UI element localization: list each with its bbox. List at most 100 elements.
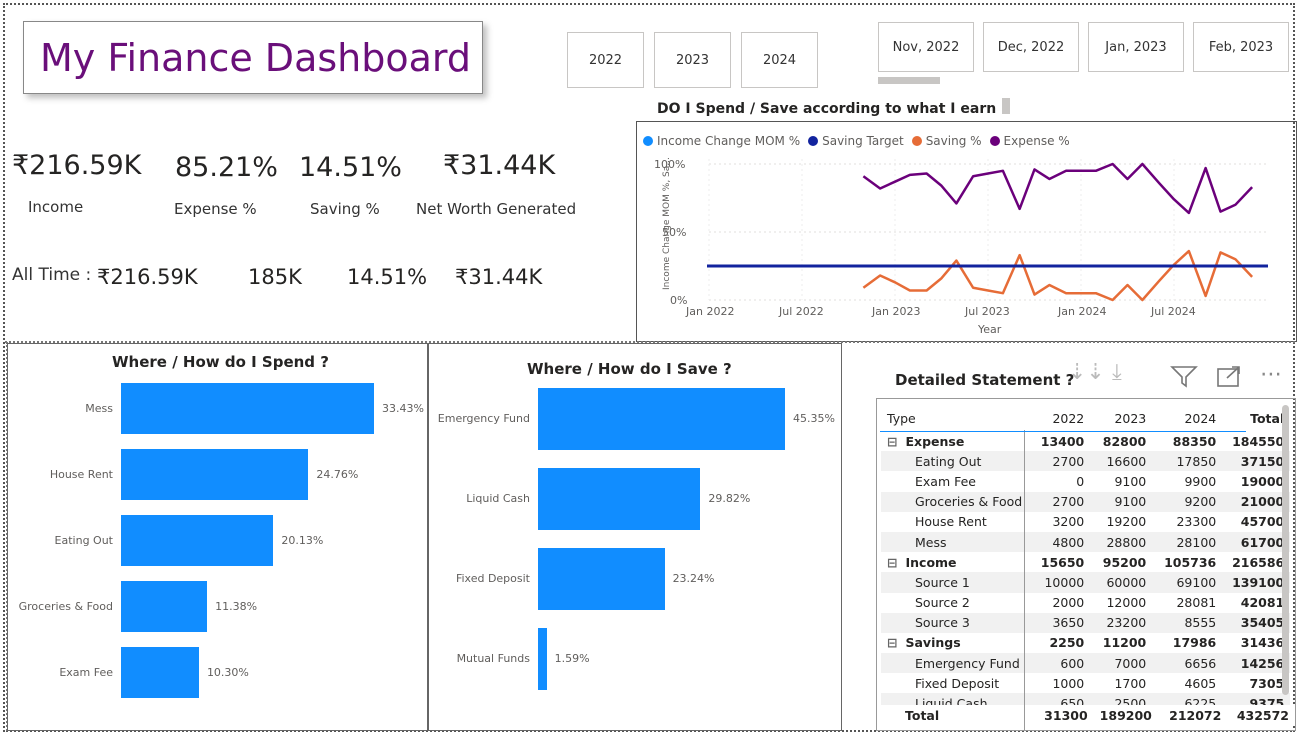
- header-type[interactable]: Type: [887, 410, 916, 426]
- legend-saving-target[interactable]: Saving Target: [808, 134, 904, 148]
- bar-fixed-deposit[interactable]: [538, 548, 665, 610]
- table-row[interactable]: House Rent 3200 19200 23300 45700: [881, 512, 1290, 532]
- legend-dot-icon: [989, 136, 1000, 146]
- save-chart-title: Where / How do I Save ?: [527, 360, 732, 378]
- legend-saving-pct[interactable]: Saving %: [911, 134, 982, 148]
- cell-value: 4800: [1028, 531, 1091, 553]
- header-2024[interactable]: 2024: [1184, 410, 1217, 426]
- kpi-saving-label: Saving %: [310, 200, 380, 218]
- bar-emergency-fund[interactable]: [538, 388, 785, 450]
- cell-value: 31436: [1240, 635, 1285, 651]
- cell-value: 9200: [1152, 491, 1223, 512]
- bar-category-label: Eating Out: [54, 533, 113, 547]
- table-row[interactable]: Mess 4800 28800 28100 61700: [881, 531, 1291, 553]
- cell-value: 12000: [1106, 595, 1147, 611]
- slicer-month-dec-2022[interactable]: Dec, 2022: [983, 22, 1079, 72]
- cell-value: 37150: [1222, 451, 1291, 472]
- table-row-group[interactable]: ⊟ Savings 2250 11200 17986 31436: [881, 633, 1290, 653]
- cell-value: 4605: [1184, 675, 1217, 691]
- x-tick-jul-2023: Jul 2023: [965, 305, 1010, 318]
- more-options-icon[interactable]: ⋯: [1260, 362, 1283, 387]
- series-saving-[interactable]: [862, 249, 1254, 302]
- table-row[interactable]: Source 3 3650 23200 8555 35405: [881, 612, 1291, 633]
- all-time-label: All Time :: [12, 265, 92, 285]
- collapse-icon[interactable]: ⊟: [887, 433, 898, 449]
- table-row[interactable]: Source 1 10000 60000 69100 139100: [881, 572, 1291, 593]
- cell-value: 19000: [1240, 473, 1285, 489]
- x-tick-jan-2024: Jan 2024: [1058, 305, 1107, 318]
- bar-category-label: Groceries & Food: [18, 599, 113, 613]
- cell-value: 13400: [1040, 433, 1085, 449]
- bar-category-label: Mutual Funds: [456, 652, 530, 665]
- statement-header-row: Type 2022 2023 2024 Total: [881, 405, 1290, 431]
- table-row[interactable]: Exam Fee 0 9100 9900 19000: [881, 471, 1290, 491]
- row-label: Eating Out: [881, 451, 1029, 472]
- bar-mess[interactable]: [121, 383, 374, 434]
- slicer-year-2022[interactable]: 2022: [567, 32, 644, 88]
- filter-icon[interactable]: [1170, 364, 1198, 388]
- legend-expense-pct[interactable]: Expense %: [989, 134, 1070, 148]
- bar-liquid-cash[interactable]: [538, 468, 701, 530]
- row-label: Emergency Fund: [881, 653, 1029, 674]
- slicer-year-2023[interactable]: 2023: [654, 32, 731, 88]
- header-2022[interactable]: 2022: [1052, 410, 1085, 426]
- bar-groceries-food[interactable]: [121, 581, 208, 632]
- table-row[interactable]: Eating Out 2700 16600 17850 37150: [881, 451, 1291, 472]
- table-row-group[interactable]: ⊟ Expense 13400 82800 88350 184550: [881, 431, 1290, 451]
- cell-value: 28800: [1090, 531, 1153, 553]
- bar-category-label: Mess: [85, 401, 113, 415]
- table-row[interactable]: Groceries & Food 2700 9100 9200 21000: [881, 491, 1291, 512]
- table-row-group[interactable]: ⊟ Income 15650 95200 105736 216586: [881, 552, 1290, 572]
- cell-value: 28081: [1176, 595, 1217, 611]
- bar-exam-fee[interactable]: [121, 647, 199, 698]
- cell-value: 88350: [1172, 433, 1217, 449]
- cell-value: 7305: [1249, 675, 1285, 691]
- y-tick-100: 100%: [654, 158, 686, 171]
- cell-value: 1000: [1052, 675, 1085, 691]
- cell-value: 14256: [1222, 653, 1291, 674]
- slicer-month-jan-2023[interactable]: Jan, 2023: [1088, 22, 1184, 72]
- slicer-year-2024[interactable]: 2024: [741, 32, 818, 88]
- focus-mode-icon[interactable]: [1216, 366, 1242, 388]
- table-row[interactable]: Emergency Fund 600 7000 6656 14256: [881, 653, 1291, 674]
- slicer-month-feb-2023[interactable]: Feb, 2023: [1193, 22, 1289, 72]
- bar-mutual-funds[interactable]: [538, 628, 547, 690]
- save-chart-card: [428, 343, 842, 731]
- sort-descending-icon[interactable]: ⇣⇣: [1068, 360, 1105, 385]
- table-row[interactable]: Source 2 2000 12000 28081 42081: [881, 593, 1290, 613]
- header-2023[interactable]: 2023: [1114, 410, 1147, 426]
- spend-chart-title: Where / How do I Spend ?: [112, 353, 329, 371]
- collapse-icon[interactable]: ⊟: [887, 635, 898, 651]
- legend-dot-icon: [911, 136, 922, 146]
- cell-value: 9100: [1114, 473, 1147, 489]
- cell-value: 1700: [1114, 675, 1147, 691]
- slicer-month-nov-2022[interactable]: Nov, 2022: [878, 22, 974, 72]
- bar-house-rent[interactable]: [121, 449, 309, 500]
- cell-value: 10000: [1028, 572, 1091, 593]
- bar-data-label: 20.13%: [281, 533, 324, 547]
- slicer-scrollbar[interactable]: [878, 77, 940, 84]
- collapse-icon[interactable]: ⊟: [887, 554, 898, 570]
- header-total[interactable]: Total: [1250, 410, 1285, 426]
- kpi-networth-label: Net Worth Generated: [416, 200, 577, 218]
- sort-expand-icon[interactable]: ⤓: [1112, 360, 1122, 385]
- cell-value: 45700: [1240, 514, 1285, 530]
- series-expense-[interactable]: [862, 162, 1254, 215]
- statement-scrollbar[interactable]: [1282, 405, 1289, 695]
- cell-value: 9100: [1090, 491, 1153, 512]
- table-row[interactable]: Fixed Deposit 1000 1700 4605 7305: [881, 673, 1290, 693]
- legend-label: Expense %: [1003, 134, 1070, 148]
- legend-income-change[interactable]: Income Change MOM %: [643, 134, 800, 148]
- cell-value: 16600: [1090, 451, 1153, 472]
- total-value: 212072: [1169, 707, 1222, 723]
- group-label: Expense: [905, 433, 965, 449]
- cell-value: 184550: [1232, 433, 1285, 449]
- cell-value: 3650: [1028, 612, 1091, 633]
- statement-title: Detailed Statement ?: [895, 371, 1075, 389]
- x-tick-jan-2023: Jan 2023: [872, 305, 921, 318]
- cell-value: 17850: [1152, 451, 1223, 472]
- bar-eating-out[interactable]: [121, 515, 274, 566]
- kpi-expense-value: 85.21%: [175, 152, 278, 183]
- row-label: Source 1: [881, 572, 1029, 593]
